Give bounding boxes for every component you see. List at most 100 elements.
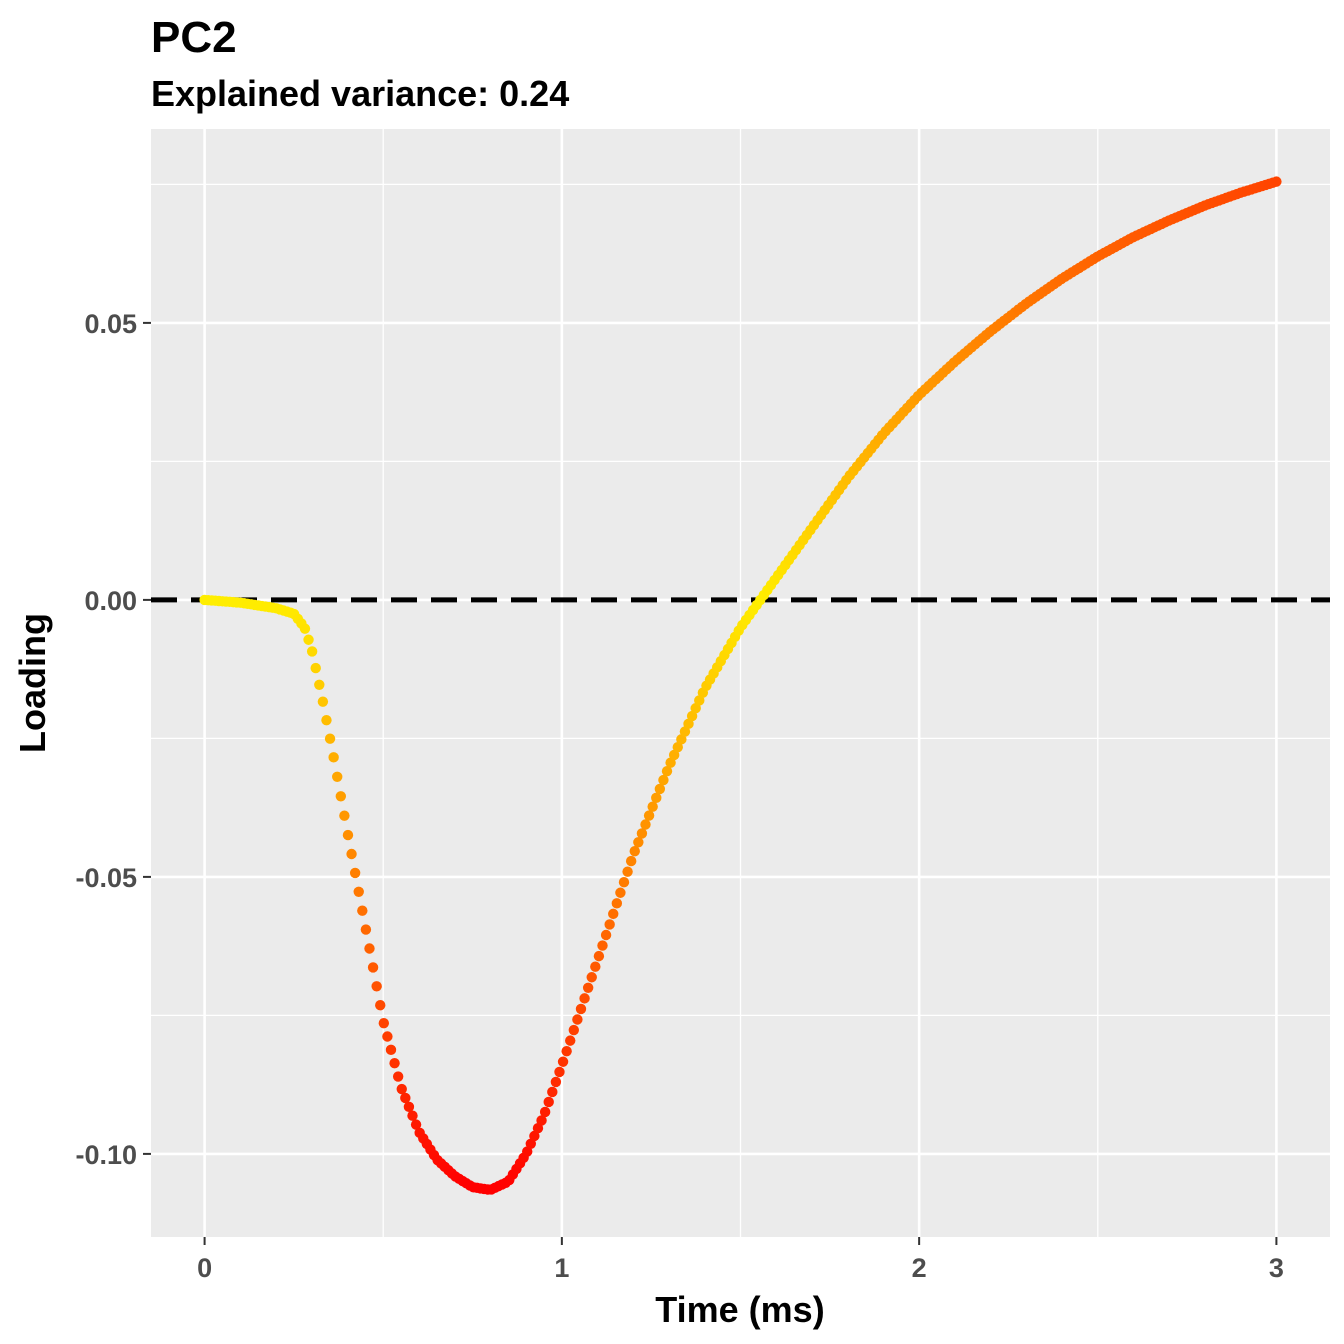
data-point: [640, 819, 651, 830]
data-point: [654, 783, 666, 795]
data-point: [346, 848, 357, 860]
data-point: [357, 905, 368, 916]
data-point: [532, 1123, 544, 1134]
data-point: [565, 1035, 576, 1046]
data-point: [392, 1071, 404, 1082]
y-tick-label: -0.10: [75, 1140, 137, 1170]
data-point: [597, 940, 608, 951]
data-point: [629, 845, 640, 857]
data-point: [543, 1096, 554, 1108]
data-point: [1271, 176, 1282, 187]
data-point: [557, 1056, 569, 1067]
data-point: [661, 765, 673, 777]
data-point: [672, 741, 683, 753]
data-point: [332, 771, 343, 783]
data-point: [665, 757, 676, 768]
data-point: [679, 726, 691, 737]
data-point: [321, 714, 332, 726]
x-tick-label: 2: [912, 1253, 927, 1283]
data-point: [561, 1045, 572, 1057]
x-tick-label: 0: [197, 1253, 212, 1283]
data-point: [582, 982, 594, 994]
data-point: [579, 993, 590, 1004]
data-point: [554, 1066, 565, 1078]
data-point: [575, 1003, 587, 1015]
data-point: [375, 999, 386, 1011]
major-gridlines: [151, 129, 1330, 1237]
data-point: [686, 710, 698, 722]
data-point: [324, 733, 336, 744]
data-point: [364, 943, 375, 954]
data-point: [694, 695, 705, 706]
data-point: [349, 867, 361, 879]
data-point: [317, 696, 329, 707]
data-point: [690, 703, 701, 714]
data-point: [385, 1044, 397, 1056]
data-point: [568, 1024, 580, 1036]
data-point: [593, 950, 605, 962]
data-point: [608, 908, 619, 920]
y-axis-title: Loading: [12, 613, 53, 753]
data-point: [314, 679, 325, 690]
data-points: [199, 176, 1282, 1195]
data-point: [600, 929, 612, 941]
data-point: [328, 752, 339, 763]
chart-title: PC2: [151, 13, 237, 62]
data-point: [367, 962, 379, 973]
y-axis-ticks: 0.05 0.00 -0.05 -0.10: [75, 309, 151, 1170]
data-point: [525, 1138, 536, 1149]
data-point: [572, 1014, 583, 1025]
data-point: [407, 1110, 418, 1121]
chart-subtitle: Explained variance: 0.24: [151, 73, 569, 114]
data-point: [625, 855, 637, 867]
data-point: [303, 634, 314, 645]
data-point: [618, 876, 630, 888]
data-point: [339, 810, 350, 821]
y-tick-label: 0.05: [84, 309, 137, 339]
data-point: [643, 810, 655, 821]
data-point: [410, 1119, 422, 1130]
x-tick-label: 1: [554, 1253, 569, 1283]
data-point: [306, 646, 318, 657]
minor-gridlines: [151, 129, 1330, 1237]
data-point: [539, 1106, 551, 1118]
data-point: [676, 734, 687, 745]
data-point: [400, 1092, 411, 1104]
data-point: [651, 792, 662, 804]
data-point: [683, 718, 694, 730]
x-axis-title: Time (ms): [655, 1289, 824, 1330]
data-point: [622, 866, 633, 877]
data-point: [299, 623, 311, 634]
data-point: [586, 972, 597, 983]
data-point: [396, 1083, 407, 1095]
data-point: [604, 919, 615, 930]
data-point: [550, 1076, 562, 1088]
data-point: [529, 1130, 540, 1142]
y-tick-label: -0.05: [75, 863, 137, 893]
data-point: [547, 1086, 558, 1098]
data-point: [647, 801, 658, 812]
data-point: [633, 837, 644, 848]
data-point: [389, 1057, 400, 1069]
data-point: [378, 1017, 390, 1029]
x-axis-ticks: 0 1 2 3: [197, 1237, 1284, 1283]
data-point: [371, 981, 382, 992]
data-point: [536, 1115, 547, 1126]
data-point: [522, 1146, 533, 1157]
data-point: [590, 961, 601, 972]
data-point: [403, 1101, 415, 1113]
data-point: [335, 791, 347, 802]
data-point: [360, 924, 372, 935]
data-point: [636, 828, 648, 839]
data-point: [615, 887, 626, 898]
x-tick-label: 3: [1269, 1253, 1284, 1283]
data-point: [611, 898, 623, 909]
data-point: [382, 1031, 393, 1042]
data-point: [353, 886, 364, 897]
data-point: [342, 829, 354, 841]
data-point: [658, 774, 669, 786]
data-point: [668, 749, 680, 761]
y-tick-label: 0.00: [84, 586, 137, 616]
data-point: [310, 662, 321, 674]
